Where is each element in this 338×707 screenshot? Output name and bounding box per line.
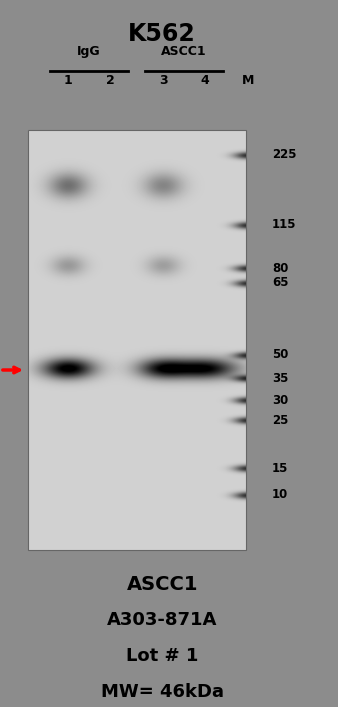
Text: Lot # 1: Lot # 1	[126, 647, 198, 665]
Text: 225: 225	[272, 148, 296, 161]
Text: A303-871A: A303-871A	[107, 611, 217, 629]
Text: ASCC1: ASCC1	[161, 45, 207, 58]
Text: K562: K562	[128, 22, 196, 46]
Bar	[28, 130, 246, 550]
Text: 35: 35	[272, 371, 288, 385]
Text: 30: 30	[272, 394, 288, 407]
Text: 65: 65	[272, 276, 289, 289]
Text: 3: 3	[159, 74, 167, 87]
Text: ASCC1: ASCC1	[126, 575, 198, 594]
Text: 80: 80	[272, 262, 288, 274]
Text: 1: 1	[64, 74, 72, 87]
Text: M: M	[242, 74, 254, 87]
Text: 10: 10	[272, 489, 288, 501]
Text: 25: 25	[272, 414, 288, 426]
Text: 50: 50	[272, 349, 288, 361]
Text: MW= 46kDa: MW= 46kDa	[101, 683, 224, 701]
Text: IgG: IgG	[77, 45, 101, 58]
Text: 2: 2	[105, 74, 114, 87]
Text: 4: 4	[201, 74, 209, 87]
Text: 15: 15	[272, 462, 288, 474]
Text: 115: 115	[272, 218, 296, 231]
